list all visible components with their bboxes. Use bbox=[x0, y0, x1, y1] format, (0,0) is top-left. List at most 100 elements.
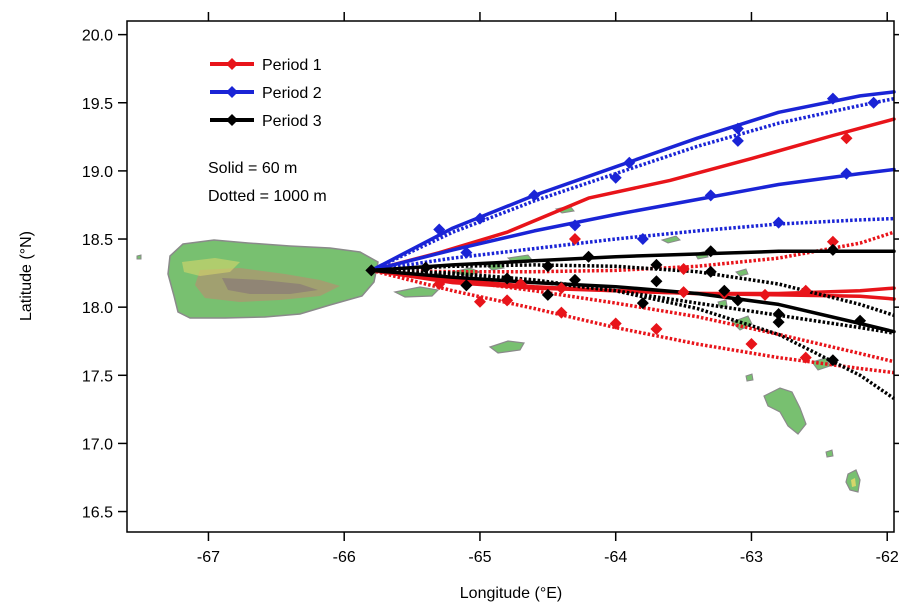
series-marker-period-1-4-1 bbox=[609, 317, 622, 330]
series-marker-period-2-8-1 bbox=[568, 219, 581, 232]
land-dominica-core bbox=[851, 478, 856, 487]
series-marker-period-1-3-3 bbox=[745, 337, 758, 350]
legend-marker-period-3 bbox=[226, 114, 238, 126]
series-marker-period-3-12-3 bbox=[731, 294, 744, 307]
series-marker-period-3-11-2 bbox=[650, 275, 663, 288]
land-st-barths bbox=[735, 268, 749, 277]
series-marker-origin bbox=[365, 264, 378, 277]
legend-label-period-3: Period 3 bbox=[262, 113, 322, 130]
y-tick-label-3: 18.0 bbox=[82, 300, 113, 317]
series-marker-period-3-10-1 bbox=[541, 260, 554, 273]
land-st-croix bbox=[488, 340, 525, 354]
x-tick-label-4: -63 bbox=[740, 549, 763, 566]
series-marker-period-2-8-0 bbox=[460, 246, 473, 259]
series-marker-period-1-3-4 bbox=[799, 351, 812, 364]
legend-marker-period-1 bbox=[226, 58, 238, 70]
legend-label-period-1: Period 1 bbox=[262, 57, 322, 74]
series-marker-period-2-6-0 bbox=[433, 223, 446, 236]
y-tick-label-4: 18.5 bbox=[82, 232, 113, 249]
land-mona bbox=[136, 254, 142, 260]
y-tick-label-0: 16.5 bbox=[82, 505, 113, 522]
series-line-period-2-solid-6 bbox=[369, 90, 896, 273]
series-line-period-1-dotted-4 bbox=[371, 268, 895, 364]
series-marker-period-2-7-3 bbox=[867, 96, 880, 109]
series-line-period-2-dotted-7 bbox=[370, 96, 895, 272]
series-marker-period-1-1-2 bbox=[677, 286, 690, 299]
x-axis-title: Longitude (°E) bbox=[460, 585, 562, 602]
legend-label-period-2: Period 2 bbox=[262, 85, 322, 102]
x-tick-label-0: -67 bbox=[197, 549, 220, 566]
land-lowland-yellow bbox=[182, 258, 240, 276]
land-anguilla bbox=[660, 235, 681, 244]
series-marker-period-2-6-2 bbox=[623, 156, 636, 169]
series-marker-period-3-12-0 bbox=[460, 279, 473, 292]
series-marker-period-2-7-0 bbox=[473, 212, 486, 225]
series-marker-period-2-6-3 bbox=[731, 122, 744, 135]
series-marker-period-3-11-3 bbox=[718, 284, 731, 297]
series-marker-period-2-7-2 bbox=[731, 134, 744, 147]
series-marker-period-3-13-1 bbox=[650, 258, 663, 271]
y-tick-label-7: 20.0 bbox=[82, 28, 113, 45]
legend-marker-period-2 bbox=[226, 86, 238, 98]
land-montserrat bbox=[745, 373, 754, 382]
series-marker-period-2-9-1 bbox=[772, 216, 785, 229]
y-tick-label-5: 19.0 bbox=[82, 164, 113, 181]
series-marker-period-3-13-2 bbox=[704, 265, 717, 278]
y-tick-label-6: 19.5 bbox=[82, 96, 113, 113]
series-marker-period-1-1-0 bbox=[433, 277, 446, 290]
series-marker-period-3-13-0 bbox=[582, 250, 595, 263]
land-marie-galante bbox=[825, 449, 834, 458]
series-marker-period-1-2-2 bbox=[799, 284, 812, 297]
series-marker-period-1-5-1 bbox=[826, 235, 839, 248]
y-axis-title: Latitude (°N) bbox=[18, 231, 35, 321]
x-tick-label-3: -64 bbox=[604, 549, 627, 566]
land-vieques bbox=[393, 286, 440, 298]
annotation-dotted: Dotted = 1000 m bbox=[208, 188, 327, 205]
series-marker-period-1-1-1 bbox=[514, 277, 527, 290]
y-tick-label-2: 17.5 bbox=[82, 368, 113, 385]
series-line-period-1-solid-0 bbox=[369, 117, 896, 273]
series-line-period-3-dotted-14 bbox=[371, 268, 895, 335]
series-line-period-3-solid-10 bbox=[369, 249, 896, 273]
series-marker-period-3-12-1 bbox=[541, 288, 554, 301]
series-marker-period-2-9-0 bbox=[636, 233, 649, 246]
series-marker-period-1-3-0 bbox=[473, 295, 486, 308]
series-marker-period-2-8-2 bbox=[704, 189, 717, 202]
series-marker-period-1-0-1 bbox=[840, 132, 853, 145]
legend: Period 1 Period 2 Period 3 bbox=[210, 57, 322, 130]
series-marker-period-3-11-0 bbox=[501, 272, 514, 285]
series-marker-period-1-3-1 bbox=[555, 306, 568, 319]
series-marker-period-1-3-2 bbox=[650, 322, 663, 335]
series-marker-period-2-6-4 bbox=[826, 92, 839, 105]
series-marker-period-2-7-1 bbox=[609, 171, 622, 184]
series-marker-period-3-10-0 bbox=[419, 261, 432, 274]
series-marker-period-3-11-5 bbox=[854, 314, 867, 327]
series-marker-period-3-12-5 bbox=[826, 354, 839, 367]
series-marker-period-3-12-4 bbox=[772, 316, 785, 329]
series-layer bbox=[365, 90, 896, 400]
series-marker-period-2-6-1 bbox=[528, 189, 541, 202]
series-marker-period-3-11-1 bbox=[568, 273, 581, 286]
series-marker-period-3-10-3 bbox=[826, 243, 839, 256]
series-marker-period-2-8-3 bbox=[840, 167, 853, 180]
axes-layer: -67 -66 -65 -64 -63 -62 16.5 17.0 17.5 18.0 18.5 19… bbox=[82, 12, 899, 566]
series-line-period-2-dotted-9 bbox=[371, 216, 895, 273]
x-tick-label-5: -62 bbox=[876, 549, 899, 566]
series-marker-period-1-2-0 bbox=[555, 282, 568, 295]
series-line-period-3-solid-11 bbox=[369, 268, 896, 334]
series-marker-period-1-1-3 bbox=[759, 288, 772, 301]
series-marker-period-1-4-0 bbox=[501, 294, 514, 307]
land-guadeloupe bbox=[763, 387, 807, 435]
plot-frame bbox=[126, 20, 895, 533]
annotation-solid: Solid = 60 m bbox=[208, 160, 297, 177]
series-marker-period-1-5-0 bbox=[677, 263, 690, 276]
series-marker-period-1-0-0 bbox=[568, 233, 581, 246]
series-marker-period-3-12-2 bbox=[636, 297, 649, 310]
series-marker-period-3-10-2 bbox=[704, 245, 717, 258]
land-highland-core bbox=[222, 278, 318, 294]
series-marker-period-3-11-4 bbox=[772, 307, 785, 320]
x-tick-label-1: -66 bbox=[333, 549, 356, 566]
y-tick-label-1: 17.0 bbox=[82, 436, 113, 453]
x-tick-label-2: -65 bbox=[468, 549, 491, 566]
